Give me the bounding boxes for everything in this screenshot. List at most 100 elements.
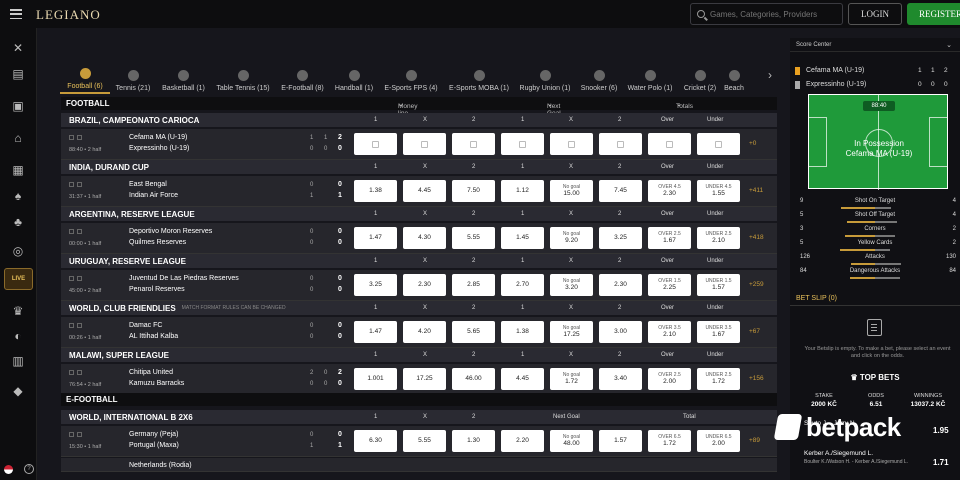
match-row[interactable]: 00:00 • 1 half Deportivo Moron Reserves Qu… [61, 223, 777, 254]
odds-cell[interactable]: 2.20 [501, 430, 544, 452]
odds-cell[interactable]: 3.25 [599, 227, 642, 249]
league-header[interactable]: URUGUAY, RESERVE LEAGUE 1 X 2 1 X 2 Over Under [61, 254, 777, 268]
match-row[interactable]: 31:37 • 1 half East Bengal Indian Air Forc… [61, 176, 777, 207]
odds-cell[interactable]: UNDER 4.5 1.55 [697, 180, 740, 202]
sport-tab[interactable]: Basketball (1) [156, 64, 211, 94]
odds-cell[interactable]: 1.001 [354, 368, 397, 390]
sport-tab[interactable]: Beach [722, 64, 746, 94]
odds-cell[interactable]: 1.57 [599, 430, 642, 452]
more-markets-link[interactable]: +156 [749, 375, 764, 382]
match-row[interactable]: 76:54 • 2 half Chitipa United Kamuzu Barra… [61, 364, 777, 395]
odds-cell[interactable]: 1.47 [354, 227, 397, 249]
match-stats-icon[interactable] [69, 229, 85, 234]
odds-cell[interactable]: 4.20 [403, 321, 446, 343]
odds-cell[interactable]: UNDER 2.5 1.72 [697, 368, 740, 390]
match-row[interactable]: 45:00 • 2 half Juventud De Las Piedras Re… [61, 270, 777, 301]
match-row[interactable]: 88:40 • 2 half Cefama MA (U-19) Expressinh… [61, 129, 777, 160]
odds-cell[interactable]: 2.30 [403, 274, 446, 296]
odds-cell[interactable]: OVER 4.5 2.30 [648, 180, 691, 202]
odds-cell[interactable]: 2.70 [501, 274, 544, 296]
odds-cell[interactable]: No goal 15.00 [550, 180, 593, 202]
bet-slip-header[interactable]: BET SLIP (0) [790, 292, 960, 306]
odds-cell[interactable]: 3.25 [354, 274, 397, 296]
bank-icon[interactable]: ⌂ [14, 131, 22, 145]
language-flag-icon[interactable] [4, 465, 13, 474]
score-center-header[interactable]: Score Center ⌄ [790, 38, 960, 52]
odds-cell[interactable]: 6.30 [354, 430, 397, 452]
odds-cell[interactable]: No goal 3.20 [550, 274, 593, 296]
league-header[interactable]: INDIA, DURAND CUP 1 X 2 1 X 2 Over Under [61, 160, 777, 174]
help-icon[interactable]: ? [24, 464, 34, 474]
league-header[interactable]: WORLD, CLUB FRIENDLIES MATCH FORMAT RULES… [61, 301, 777, 315]
match-row[interactable]: 00:26 • 1 half Damac FC AL Ittihad Kalba 0 0… [61, 317, 777, 348]
more-markets-link[interactable]: +67 [749, 328, 761, 335]
match-stats-icon[interactable] [69, 370, 85, 375]
odds-cell[interactable]: UNDER 6.5 2.00 [697, 430, 740, 452]
sports-swords-icon[interactable]: ✕ [12, 41, 24, 55]
live-games-icon[interactable]: LIVE [4, 268, 33, 290]
odds-cell[interactable]: UNDER 3.5 1.67 [697, 321, 740, 343]
more-markets-link[interactable]: +89 [749, 437, 761, 444]
sport-tab[interactable]: Table Tennis (15) [211, 64, 275, 94]
match-stats-icon[interactable] [69, 323, 85, 328]
money-line-select[interactable]: Money line ⌄ [398, 101, 418, 117]
odds-cell[interactable]: 2.85 [452, 274, 495, 296]
odds-cell[interactable]: 4.45 [403, 180, 446, 202]
sport-tab[interactable]: E-Football (8) [275, 64, 330, 94]
odds-cell[interactable]: 1.38 [354, 180, 397, 202]
table-row[interactable]: Netherlands (Rodia) [61, 458, 777, 472]
odds-cell[interactable]: 17.25 [403, 368, 446, 390]
odds-cell[interactable]: 1.30 [452, 430, 495, 452]
match-row[interactable]: 15:30 • 1 half Germany (Peja) Portugal (Ma… [61, 426, 777, 457]
odds-cell[interactable]: 3.00 [599, 321, 642, 343]
sport-tab[interactable]: Water Polo (1) [622, 64, 678, 94]
odds-cell[interactable]: OVER 2.5 2.00 [648, 368, 691, 390]
clover-icon[interactable]: ♣ [14, 215, 22, 229]
diamond-icon[interactable]: ◆ [13, 384, 23, 398]
odds-cell[interactable]: 5.55 [403, 430, 446, 452]
logo[interactable]: LEGIANO [36, 7, 101, 22]
odds-cell[interactable]: 5.65 [452, 321, 495, 343]
league-header[interactable]: BRAZIL, CAMPEONATO CARIOCA 1 X 2 1 X 2 Over Unde… [61, 113, 777, 127]
match-stats-icon[interactable] [69, 135, 85, 140]
match-stats-icon[interactable] [69, 432, 85, 437]
top-bet-item[interactable]: Souto J. - Jarry N. [804, 420, 857, 427]
roulette-icon[interactable]: ◎ [12, 244, 24, 258]
odds-cell[interactable]: 7.45 [599, 180, 642, 202]
jackpot-icon[interactable]: ◐ [14, 329, 22, 343]
odds-cell[interactable]: No goal 9.20 [550, 227, 593, 249]
more-markets-link[interactable]: +259 [749, 281, 764, 288]
sport-tab[interactable]: Football (6) [60, 64, 110, 94]
odds-cell[interactable]: 1.38 [501, 321, 544, 343]
sport-tab[interactable]: Handball (1) [330, 64, 378, 94]
cards-icon[interactable]: ♠ [14, 189, 22, 203]
chevron-right-icon[interactable]: › [768, 68, 772, 82]
odds-cell[interactable]: 2.30 [599, 274, 642, 296]
odds-cell[interactable]: 4.45 [501, 368, 544, 390]
next-goal-select[interactable]: Next Goal ⌄ [547, 101, 561, 117]
login-button[interactable]: LOGIN [848, 3, 902, 25]
slot-machine-icon[interactable]: ▦ [12, 163, 24, 177]
odds-cell[interactable]: 1.45 [501, 227, 544, 249]
top-bet-item[interactable]: Kerber A./Siegemund L. [804, 450, 874, 457]
odds-cell[interactable]: UNDER 1.5 1.57 [697, 274, 740, 296]
odds-cell[interactable]: OVER 6.5 1.72 [648, 430, 691, 452]
search-input[interactable] [710, 9, 840, 19]
odds-cell[interactable]: 4.30 [403, 227, 446, 249]
odds-cell[interactable]: No goal 1.72 [550, 368, 593, 390]
odds-cell[interactable]: OVER 1.5 2.25 [648, 274, 691, 296]
match-stats-icon[interactable] [69, 276, 85, 281]
odds-cell[interactable]: 46.00 [452, 368, 495, 390]
league-header[interactable]: MALAWI, SUPER LEAGUE 1 X 2 1 X 2 Over Under [61, 348, 777, 362]
store-icon[interactable]: ▥ [12, 354, 24, 368]
sport-tab[interactable]: Rugby Union (1) [514, 64, 576, 94]
odds-cell[interactable]: No goal 17.25 [550, 321, 593, 343]
register-button[interactable]: REGISTER [907, 3, 960, 25]
odds-cell[interactable]: 1.47 [354, 321, 397, 343]
more-markets-link[interactable]: +418 [749, 234, 764, 241]
chevron-down-icon[interactable]: ⌄ [946, 42, 952, 49]
sport-tab[interactable]: E-Sports FPS (4) [378, 64, 444, 94]
odds-cell[interactable]: 1.12 [501, 180, 544, 202]
odds-cell[interactable]: 7.50 [452, 180, 495, 202]
odds-cell[interactable]: 5.55 [452, 227, 495, 249]
